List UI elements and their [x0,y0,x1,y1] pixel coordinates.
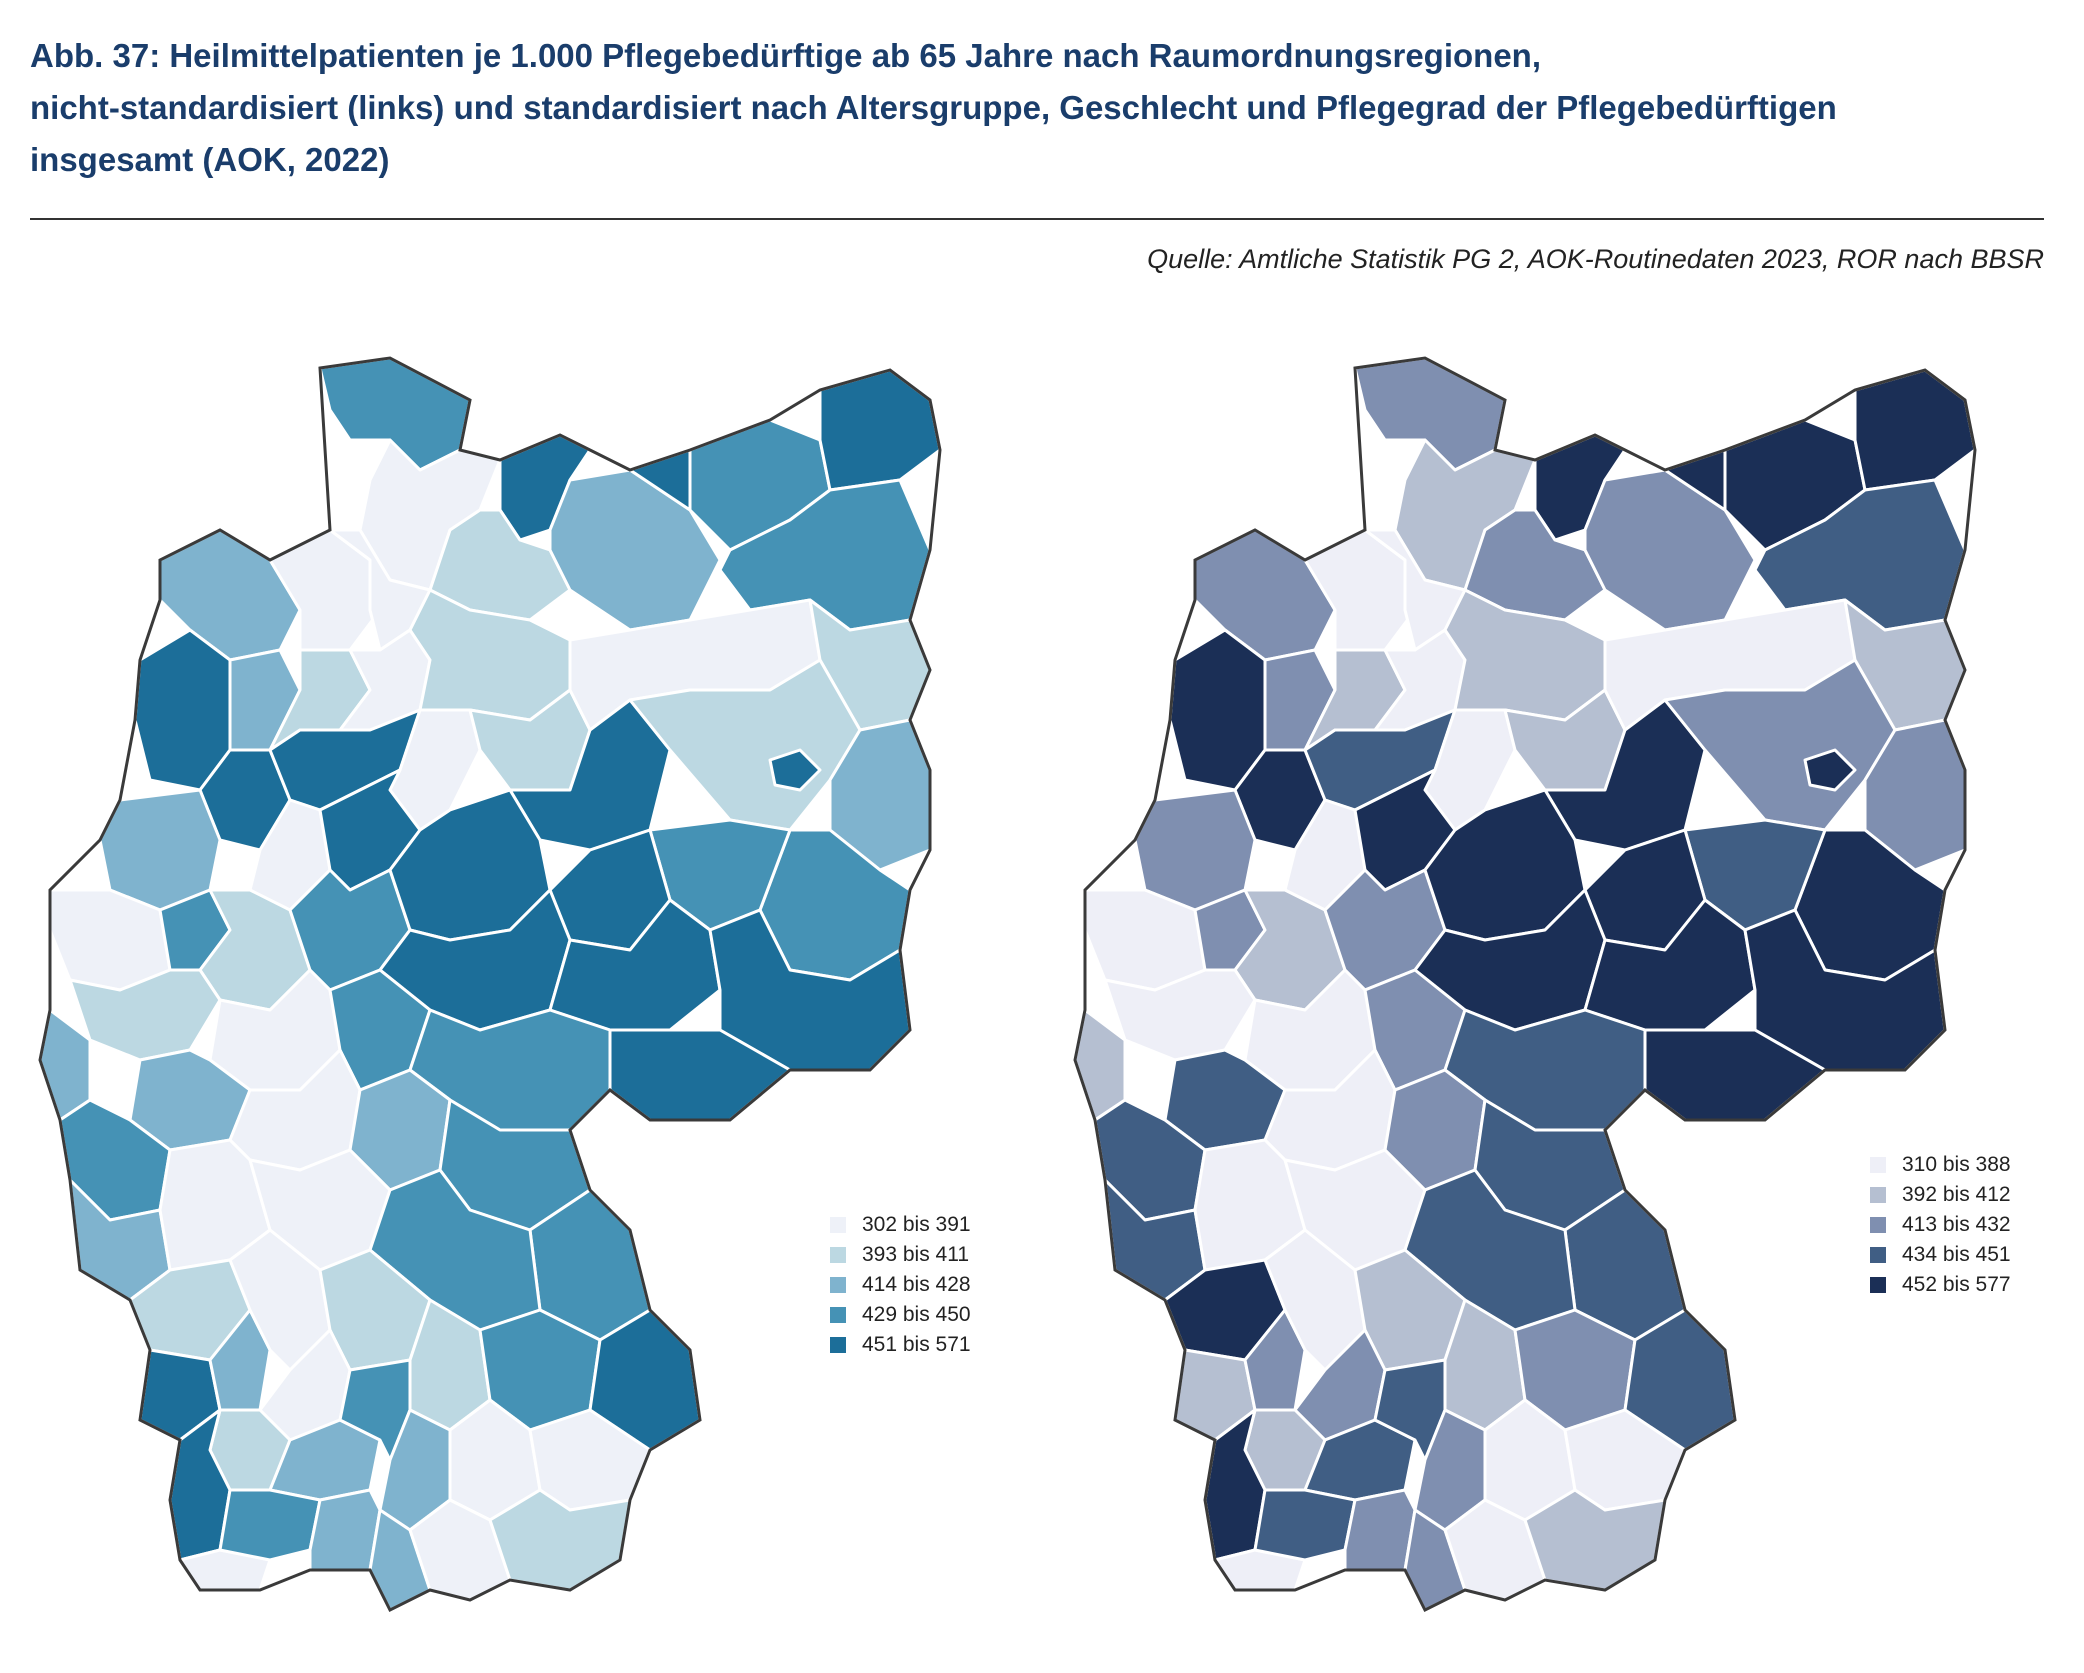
region-schwarzwald-baar [1253,1488,1357,1562]
legend-swatch [830,1337,846,1353]
region-emsland [133,628,232,792]
legend-item: 452 bis 577 [1870,1270,2011,1300]
legend-left: 302 bis 391 393 bis 411 414 bis 428 429 … [830,1210,971,1360]
legend-label: 451 bis 571 [862,1333,971,1356]
legend-label: 413 bis 432 [1902,1213,2011,1236]
map-left: 302 bis 391 393 bis 411 414 bis 428 429 … [30,330,1030,1650]
title-line-1: Abb. 37: Heilmittelpatienten je 1.000 Pf… [30,37,1542,74]
legend-label: 414 bis 428 [862,1273,971,1296]
map-right: 310 bis 388 392 bis 412 413 bis 432 434 … [1065,330,2065,1650]
region-berlin [768,748,822,792]
germany-map-left [38,356,942,1613]
germany-map-right [1073,356,1977,1613]
region-mv-east [1853,368,1977,492]
country-outline [1073,356,1977,1613]
title-line-2: nicht-standardisiert (links) und standar… [30,89,1837,126]
legend-label: 434 bis 451 [1902,1243,2011,1266]
title-divider [30,218,2044,220]
region-koeln [1103,968,1257,1062]
legend-swatch [1870,1217,1886,1233]
legend-item: 302 bis 391 [830,1210,971,1240]
region-mv-east [818,368,942,492]
region-berlin [1803,748,1857,792]
legend-swatch [1870,1247,1886,1263]
region-emsland [1168,628,1267,792]
legend-item: 429 bis 450 [830,1300,971,1330]
region-mittlerer-oberrhein [1243,1308,1307,1412]
legend-item: 392 bis 412 [1870,1180,2011,1210]
legend-right: 310 bis 388 392 bis 412 413 bis 432 434 … [1870,1150,2011,1300]
legend-swatch [1870,1187,1886,1203]
legend-swatch [830,1307,846,1323]
legend-label: 392 bis 412 [1902,1183,2011,1206]
figure-title: Abb. 37: Heilmittelpatienten je 1.000 Pf… [30,30,2050,186]
legend-label: 429 bis 450 [862,1303,971,1326]
legend-item: 451 bis 571 [830,1330,971,1360]
region-koeln [68,968,222,1062]
legend-item: 413 bis 432 [1870,1210,2011,1240]
region-bodensee [308,1488,382,1572]
legend-swatch [1870,1157,1886,1173]
legend-item: 414 bis 428 [830,1270,971,1300]
region-mittlerer-oberrhein [208,1308,272,1412]
region-bodensee [1343,1488,1417,1572]
legend-swatch [830,1277,846,1293]
legend-label: 393 bis 411 [862,1243,970,1266]
legend-label: 310 bis 388 [1902,1153,2011,1176]
legend-item: 393 bis 411 [830,1240,971,1270]
legend-item: 434 bis 451 [1870,1240,2011,1270]
country-outline [38,356,942,1613]
source-note: Quelle: Amtliche Statistik PG 2, AOK-Rou… [1147,244,2044,274]
legend-swatch [1870,1277,1886,1293]
legend-item: 310 bis 388 [1870,1150,2011,1180]
legend-swatch [830,1217,846,1233]
legend-label: 302 bis 391 [862,1213,971,1236]
legend-label: 452 bis 577 [1902,1273,2011,1296]
title-line-3: insgesamt (AOK, 2022) [30,141,390,178]
region-schwarzwald-baar [218,1488,322,1562]
legend-swatch [830,1247,846,1263]
